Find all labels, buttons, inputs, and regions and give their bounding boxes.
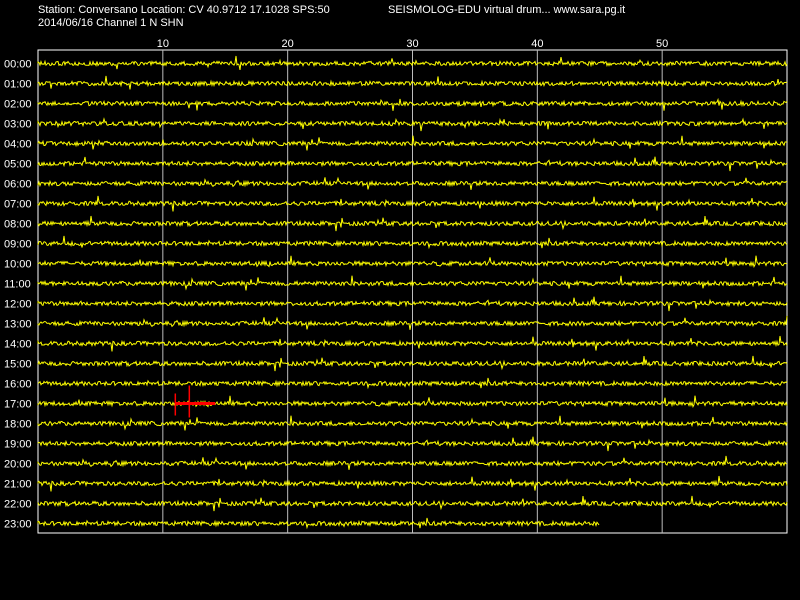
hour-label: 13:00 bbox=[4, 319, 32, 331]
hour-label: 23:00 bbox=[4, 519, 32, 531]
brand-info: SEISMOLOG-EDU virtual drum... www.sara.p… bbox=[388, 4, 626, 16]
seismic-trace bbox=[37, 156, 788, 172]
hour-label: 05:00 bbox=[4, 159, 32, 171]
seismic-trace bbox=[37, 296, 788, 312]
seismic-trace bbox=[37, 97, 788, 111]
hour-label: 06:00 bbox=[4, 179, 32, 191]
seismic-trace bbox=[37, 495, 788, 512]
date-channel-info: 2014/06/16 Channel 1 N SHN bbox=[38, 17, 184, 29]
hour-label: 20:00 bbox=[4, 459, 32, 471]
seismic-trace bbox=[37, 135, 787, 151]
hour-label: 12:00 bbox=[4, 299, 32, 311]
seismic-trace bbox=[37, 215, 788, 232]
seismic-trace bbox=[37, 395, 788, 408]
seismic-trace bbox=[37, 75, 788, 90]
seismic-trace bbox=[37, 275, 788, 291]
hour-label: 09:00 bbox=[4, 239, 32, 251]
seismic-trace bbox=[37, 255, 788, 268]
hour-label: 03:00 bbox=[4, 119, 32, 131]
seismic-trace bbox=[37, 315, 788, 330]
x-tick-label: 30 bbox=[406, 38, 418, 50]
seismic-trace bbox=[37, 415, 788, 431]
hour-label: 10:00 bbox=[4, 259, 32, 271]
seismic-trace bbox=[37, 475, 788, 492]
x-tick-label: 20 bbox=[282, 38, 294, 50]
hour-label: 08:00 bbox=[4, 219, 32, 231]
x-tick-label: 50 bbox=[656, 38, 668, 50]
hour-label: 02:00 bbox=[4, 99, 32, 111]
seismic-trace bbox=[37, 55, 788, 70]
hour-label: 00:00 bbox=[4, 59, 32, 71]
hour-label: 14:00 bbox=[4, 339, 32, 351]
hour-label: 17:00 bbox=[4, 399, 32, 411]
seismic-trace bbox=[37, 117, 788, 132]
hour-label: 01:00 bbox=[4, 79, 32, 91]
seismic-trace bbox=[37, 335, 788, 352]
hour-label: 22:00 bbox=[4, 499, 32, 511]
seismic-trace bbox=[37, 517, 600, 530]
seismic-trace bbox=[37, 176, 788, 190]
seismic-trace bbox=[37, 377, 788, 390]
seismic-trace bbox=[37, 436, 788, 452]
seismic-trace bbox=[37, 235, 788, 250]
hour-label: 19:00 bbox=[4, 439, 32, 451]
hour-label: 11:00 bbox=[4, 279, 31, 291]
seismic-trace bbox=[37, 355, 788, 372]
hour-label: 18:00 bbox=[4, 419, 32, 431]
hour-label: 21:00 bbox=[4, 479, 32, 491]
station-info: Station: Conversano Location: CV 40.9712… bbox=[38, 4, 330, 16]
hour-label: 16:00 bbox=[4, 379, 32, 391]
x-tick-label: 40 bbox=[531, 38, 543, 50]
hour-label: 15:00 bbox=[4, 359, 32, 371]
hour-label: 07:00 bbox=[4, 199, 32, 211]
hour-label: 04:00 bbox=[4, 139, 32, 151]
seismic-trace bbox=[37, 455, 787, 470]
seismic-trace bbox=[37, 195, 788, 212]
x-tick-label: 10 bbox=[157, 38, 169, 50]
